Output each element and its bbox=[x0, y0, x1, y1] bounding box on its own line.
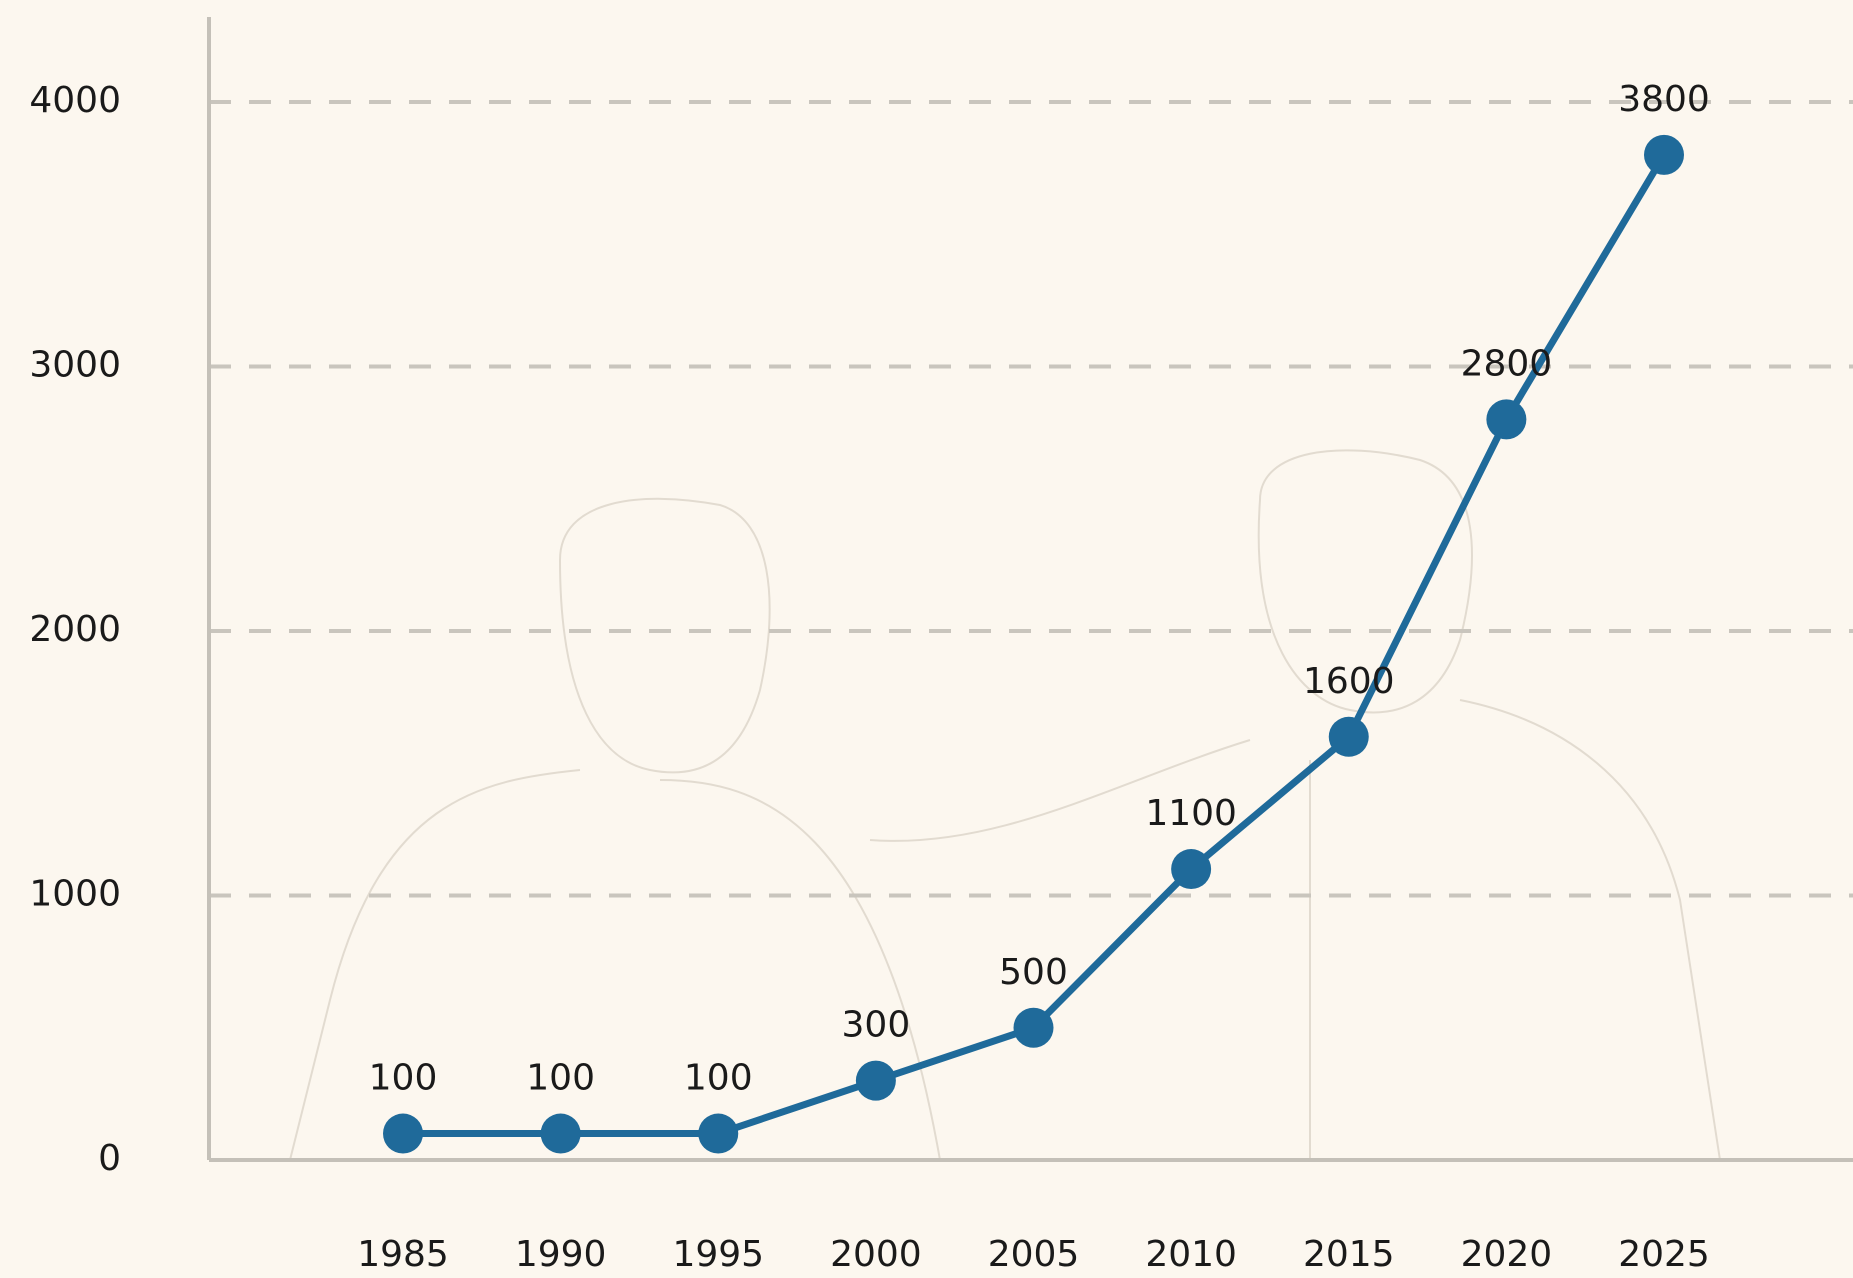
x-tick-label: 2000 bbox=[830, 1234, 922, 1275]
data-point bbox=[540, 1113, 581, 1154]
data-point bbox=[1171, 849, 1212, 890]
y-tick-label: 3000 bbox=[29, 345, 121, 386]
data-label: 300 bbox=[842, 1005, 911, 1046]
x-tick-label: 1985 bbox=[357, 1234, 449, 1275]
x-tick-label: 2020 bbox=[1461, 1234, 1553, 1275]
x-tick-label: 2010 bbox=[1145, 1234, 1237, 1275]
x-tick-label: 2025 bbox=[1618, 1234, 1710, 1275]
y-tick-label: 4000 bbox=[29, 80, 121, 121]
data-point bbox=[1013, 1007, 1054, 1048]
data-label: 500 bbox=[999, 952, 1068, 993]
data-label: 100 bbox=[526, 1058, 595, 1099]
data-point bbox=[698, 1113, 739, 1154]
data-point bbox=[1486, 399, 1527, 440]
data-label: 2800 bbox=[1461, 343, 1553, 384]
x-tick-label: 1990 bbox=[515, 1234, 607, 1275]
data-label: 1600 bbox=[1303, 661, 1395, 702]
y-tick-label: 2000 bbox=[29, 609, 121, 650]
data-point bbox=[383, 1113, 423, 1154]
background-illustration bbox=[289, 449, 1721, 1161]
data-label: 100 bbox=[684, 1058, 753, 1099]
data-point bbox=[1644, 134, 1684, 175]
data-label: 1100 bbox=[1145, 793, 1237, 834]
x-tick-label: 1995 bbox=[672, 1234, 764, 1275]
data-point bbox=[1328, 716, 1369, 757]
data-label: 3800 bbox=[1618, 79, 1710, 120]
y-tick-label: 0 bbox=[98, 1138, 121, 1179]
x-tick-label: 2015 bbox=[1303, 1234, 1395, 1275]
x-tick-label: 2005 bbox=[988, 1234, 1080, 1275]
y-tick-label: 1000 bbox=[29, 874, 121, 915]
data-label: 100 bbox=[369, 1058, 438, 1099]
data-point bbox=[855, 1060, 896, 1101]
